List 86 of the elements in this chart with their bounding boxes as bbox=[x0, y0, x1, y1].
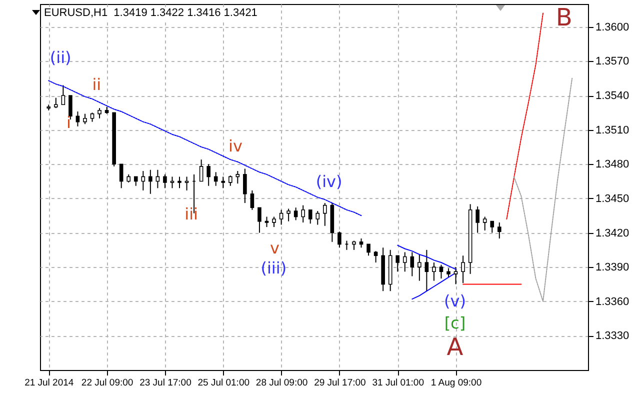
candlestick bbox=[366, 244, 370, 256]
candlestick bbox=[301, 204, 305, 223]
annotation: i bbox=[66, 112, 71, 132]
candlestick bbox=[199, 159, 204, 182]
x-tick-label: 28 Jul 09:00 bbox=[256, 378, 308, 388]
annotation: (iii) bbox=[260, 258, 287, 278]
candlestick bbox=[221, 176, 226, 189]
candlestick bbox=[83, 113, 87, 125]
y-tick-label: 1.3420 bbox=[596, 227, 630, 240]
candlestick bbox=[446, 268, 450, 278]
y-tick-label: 1.3450 bbox=[596, 192, 630, 205]
x-tick-label: 22 Jul 09:00 bbox=[81, 378, 134, 388]
annotation: B bbox=[556, 3, 572, 32]
candlestick bbox=[119, 164, 124, 189]
candlestick bbox=[264, 216, 269, 228]
candlestick bbox=[61, 84, 66, 106]
candlestick bbox=[250, 190, 254, 210]
y-tick-label: 1.3540 bbox=[596, 90, 630, 102]
candlestick bbox=[359, 238, 364, 248]
candlestick bbox=[279, 209, 284, 226]
candlestick bbox=[316, 210, 320, 226]
line-series bbox=[506, 12, 544, 220]
candlestick bbox=[148, 169, 152, 194]
y-tick-label: 1.3390 bbox=[596, 262, 630, 274]
x-tick-label: 29 Jul 17:00 bbox=[314, 378, 366, 388]
annotation: ii bbox=[92, 74, 102, 94]
candlestick bbox=[490, 220, 494, 234]
candlestick bbox=[206, 164, 210, 186]
y-tick-label: 1.3570 bbox=[596, 56, 630, 68]
candlestick bbox=[141, 170, 146, 191]
candlestick bbox=[258, 207, 262, 234]
y-tick-label: 1.3510 bbox=[596, 124, 630, 136]
candlestick bbox=[352, 240, 356, 250]
annotation: A bbox=[446, 333, 464, 362]
candlestick bbox=[402, 252, 407, 272]
candlestick bbox=[228, 175, 232, 186]
candlestick bbox=[184, 176, 189, 191]
x-tick-label: 1 Aug 09:00 bbox=[430, 378, 482, 388]
y-tick-label: 1.3480 bbox=[596, 158, 630, 171]
candlestick bbox=[214, 172, 218, 186]
candlestick bbox=[476, 206, 480, 234]
candlestick bbox=[497, 222, 502, 239]
candlestick bbox=[272, 216, 276, 228]
annotation: iv bbox=[228, 136, 242, 156]
candlestick bbox=[454, 266, 458, 285]
x-tick-label: 21 Jul 2014 bbox=[24, 378, 74, 388]
candlestick bbox=[308, 209, 312, 224]
candlestick bbox=[482, 216, 487, 231]
candlestick bbox=[243, 168, 247, 204]
candlestick bbox=[410, 252, 414, 277]
candlestick bbox=[98, 108, 102, 119]
y-tick-label: 1.3330 bbox=[596, 330, 630, 342]
x-tick-label: 23 Jul 17:00 bbox=[140, 378, 192, 388]
candlestick bbox=[374, 250, 378, 263]
candlestick bbox=[439, 264, 444, 279]
line-series bbox=[397, 244, 456, 270]
candlestick bbox=[461, 255, 465, 284]
candlestick bbox=[163, 174, 167, 189]
y-tick-label: 1.3600 bbox=[596, 21, 630, 34]
line-series bbox=[513, 78, 573, 302]
candlestick bbox=[54, 97, 58, 109]
y-tick-label: 1.3360 bbox=[596, 296, 630, 308]
candlestick bbox=[76, 111, 80, 127]
candlestick bbox=[286, 208, 290, 222]
annotation: (iv) bbox=[316, 172, 342, 191]
annotation: (ii) bbox=[50, 48, 72, 68]
candlestick bbox=[134, 176, 138, 186]
annotation: (v) bbox=[444, 292, 466, 311]
candlestick bbox=[294, 207, 298, 221]
x-tick-label: 25 Jul 01:00 bbox=[198, 378, 250, 388]
candlestick bbox=[432, 262, 436, 282]
candlestick bbox=[170, 176, 174, 189]
candlestick bbox=[68, 95, 72, 120]
candlestick bbox=[178, 176, 182, 189]
annotation: v bbox=[270, 238, 280, 258]
candlestick bbox=[323, 202, 327, 226]
chart-title: EURUSD,H1 1.3419 1.3422 1.3416 1.3421 bbox=[42, 7, 260, 20]
candlestick bbox=[396, 255, 400, 272]
candlestick bbox=[90, 112, 94, 122]
x-tick-label: 31 Jul 01:00 bbox=[372, 378, 424, 388]
candlestick bbox=[418, 254, 422, 282]
annotation: iii bbox=[184, 204, 198, 224]
candlestick bbox=[236, 170, 240, 184]
annotation: [c] bbox=[444, 314, 466, 333]
candlestick bbox=[424, 249, 429, 292]
candlestick bbox=[338, 231, 342, 248]
